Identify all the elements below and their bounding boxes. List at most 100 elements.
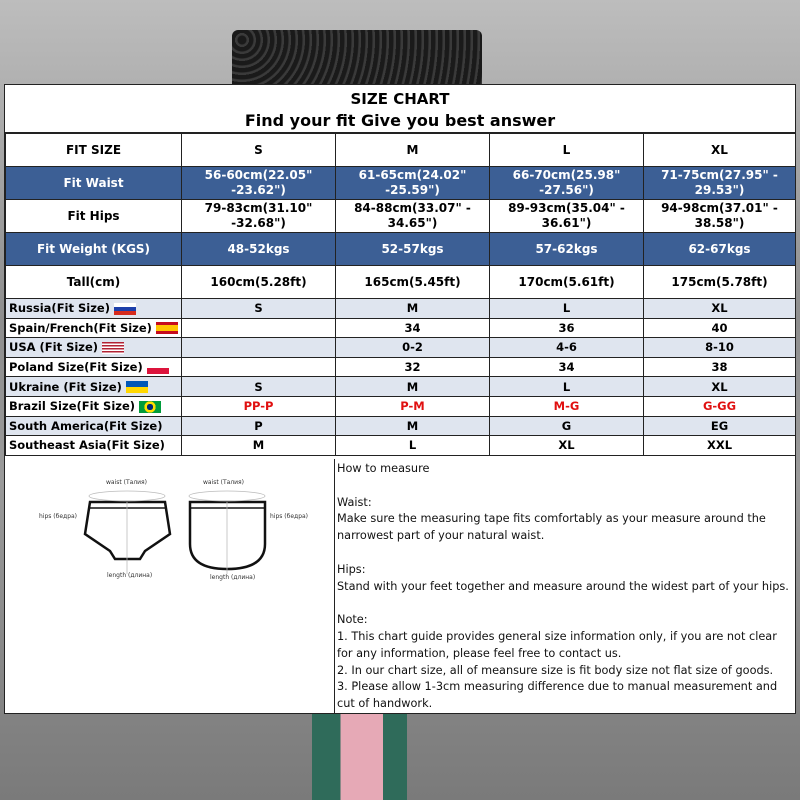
measure-row: Tall(cm) 160cm(5.28ft) 165cm(5.45ft) 170cm(… bbox=[5, 265, 796, 299]
country-row: South America(Fit Size) P M G EG bbox=[5, 415, 796, 437]
size-cell: 170cm(5.61ft) bbox=[489, 265, 644, 299]
waist-caption-2: waist (Талия) bbox=[203, 479, 245, 486]
size-cell: 38 bbox=[643, 356, 796, 378]
ukraine-flag-icon bbox=[125, 381, 148, 394]
size-cell: EG bbox=[643, 415, 796, 437]
country-label-cell: Ukraine (Fit Size) bbox=[5, 376, 182, 397]
country-row: Russia(Fit Size) S M L XL bbox=[5, 298, 796, 319]
size-cell: 94-98cm(37.01" - 38.58") bbox=[643, 199, 796, 233]
country-row: Poland Size(Fit Size) 32 34 38 bbox=[5, 356, 796, 378]
size-cell: L bbox=[489, 376, 644, 397]
measure-diagram: waist (Талия) waist (Талия) hips (бедра)… bbox=[5, 459, 335, 714]
header-cell: S bbox=[181, 133, 336, 167]
country-label: Spain/French(Fit Size) bbox=[9, 320, 152, 335]
size-cell: 56-60cm(22.05" -23.62") bbox=[181, 166, 336, 200]
size-cell: 165cm(5.45ft) bbox=[335, 265, 490, 299]
hips-caption-2: hips (бедра) bbox=[270, 513, 309, 520]
country-label-cell: South America(Fit Size) bbox=[5, 415, 182, 437]
size-cell: 66-70cm(25.98" -27.56") bbox=[489, 166, 644, 200]
usa-flag-icon bbox=[102, 341, 125, 354]
size-cell: M bbox=[335, 298, 490, 319]
country-label-cell: Russia(Fit Size) bbox=[5, 298, 182, 319]
country-label-cell: Southeast Asia(Fit Size) bbox=[5, 435, 182, 456]
size-cell: XL bbox=[643, 376, 796, 397]
size-cell: 79-83cm(31.10" -32.68") bbox=[181, 199, 336, 233]
size-cell: M bbox=[335, 415, 490, 437]
size-cell: M bbox=[181, 435, 336, 456]
size-cell: L bbox=[489, 298, 644, 319]
size-cell: 48-52kgs bbox=[181, 232, 336, 266]
size-cell: 61-65cm(24.02" -25.59") bbox=[335, 166, 490, 200]
measure-notes: How to measure Waist: Make sure the meas… bbox=[337, 462, 789, 711]
measure-section: waist (Талия) waist (Талия) hips (бедра)… bbox=[5, 459, 795, 714]
strap-product-photo bbox=[312, 712, 407, 800]
row-label: Tall(cm) bbox=[5, 265, 182, 299]
size-cell: 0-2 bbox=[335, 337, 490, 358]
size-cell: 52-57kgs bbox=[335, 232, 490, 266]
header-cell: M bbox=[335, 133, 490, 167]
size-cell: 71-75cm(27.95" - 29.53") bbox=[643, 166, 796, 200]
country-label: Russia(Fit Size) bbox=[9, 301, 110, 316]
country-label: Ukraine (Fit Size) bbox=[9, 379, 122, 394]
size-cell: S bbox=[181, 298, 336, 319]
size-cell: 40 bbox=[643, 317, 796, 339]
size-cell: P bbox=[181, 415, 336, 437]
header-cell: XL bbox=[643, 133, 796, 167]
size-cell: G bbox=[489, 415, 644, 437]
size-chart: SIZE CHART Find your fit Give you best a… bbox=[4, 84, 796, 714]
size-cell: PP-P bbox=[181, 395, 336, 417]
measure-row: Fit Hips 79-83cm(31.10" -32.68") 84-88cm(3… bbox=[5, 199, 796, 233]
row-label: Fit Hips bbox=[5, 199, 182, 233]
size-cell bbox=[181, 337, 336, 358]
country-row: Southeast Asia(Fit Size) M L XL XXL bbox=[5, 435, 796, 456]
size-cell: XL bbox=[489, 435, 644, 456]
header-cell: FIT SIZE bbox=[5, 133, 182, 167]
header-cell: L bbox=[489, 133, 644, 167]
size-cell: 84-88cm(33.07" - 34.65") bbox=[335, 199, 490, 233]
row-label: Fit Waist bbox=[5, 166, 182, 200]
country-label: Brazil Size(Fit Size) bbox=[9, 399, 136, 414]
size-cell: 34 bbox=[335, 317, 490, 339]
size-cell: 89-93cm(35.04" - 36.61") bbox=[489, 199, 644, 233]
size-cell: G-GG bbox=[643, 395, 796, 417]
country-label: Southeast Asia(Fit Size) bbox=[9, 438, 165, 453]
size-cell: S bbox=[181, 376, 336, 397]
poland-flag-icon bbox=[146, 361, 169, 374]
size-cell: XXL bbox=[643, 435, 796, 456]
size-cell: 57-62kgs bbox=[489, 232, 644, 266]
country-label-cell: Brazil Size(Fit Size) bbox=[5, 395, 182, 417]
chart-subtitle: Find your fit Give you best answer bbox=[244, 111, 556, 130]
size-cell: XL bbox=[643, 298, 796, 319]
country-label: Poland Size(Fit Size) bbox=[9, 360, 143, 375]
country-row: Spain/French(Fit Size) 34 36 40 bbox=[5, 317, 796, 339]
size-cell: 4-6 bbox=[489, 337, 644, 358]
header-row: FIT SIZE S M L XL bbox=[5, 133, 796, 167]
measure-row: Fit Weight (KGS) 48-52kgs 52-57kgs 57-62kgs… bbox=[5, 232, 796, 266]
waist-caption: waist (Талия) bbox=[106, 479, 148, 486]
country-label: USA (Fit Size) bbox=[9, 340, 99, 355]
brazil-flag-icon bbox=[139, 400, 162, 413]
size-cell: M-G bbox=[489, 395, 644, 417]
country-row: USA (Fit Size) 0-2 4-6 8-10 bbox=[5, 337, 796, 358]
country-row: Brazil Size(Fit Size) PP-P P-M M-G G-GG bbox=[5, 395, 796, 417]
size-cell: P-M bbox=[335, 395, 490, 417]
size-cell bbox=[181, 317, 336, 339]
size-cell: 175cm(5.78ft) bbox=[643, 265, 796, 299]
chart-title-block: SIZE CHART Find your fit Give you best a… bbox=[5, 85, 795, 133]
country-label-cell: USA (Fit Size) bbox=[5, 337, 182, 358]
hips-caption: hips (бедра) bbox=[39, 513, 78, 520]
size-cell: M bbox=[335, 376, 490, 397]
lace-product-photo bbox=[232, 30, 482, 88]
spain-flag-icon bbox=[155, 322, 178, 335]
size-cell: L bbox=[335, 435, 490, 456]
briefs-diagram-icon bbox=[83, 490, 267, 574]
size-cell: 160cm(5.28ft) bbox=[181, 265, 336, 299]
size-cell: 36 bbox=[489, 317, 644, 339]
size-cell: 32 bbox=[335, 356, 490, 378]
measure-row: Fit Waist 56-60cm(22.05" -23.62") 61-65cm(… bbox=[5, 166, 796, 200]
russia-flag-icon bbox=[113, 302, 136, 315]
size-cell bbox=[181, 356, 336, 378]
country-label: South America(Fit Size) bbox=[9, 418, 163, 433]
size-table: FIT SIZE S M L XL Fit Waist 56-60cm(22.05" -23… bbox=[5, 133, 796, 456]
country-label-cell: Poland Size(Fit Size) bbox=[5, 356, 182, 378]
